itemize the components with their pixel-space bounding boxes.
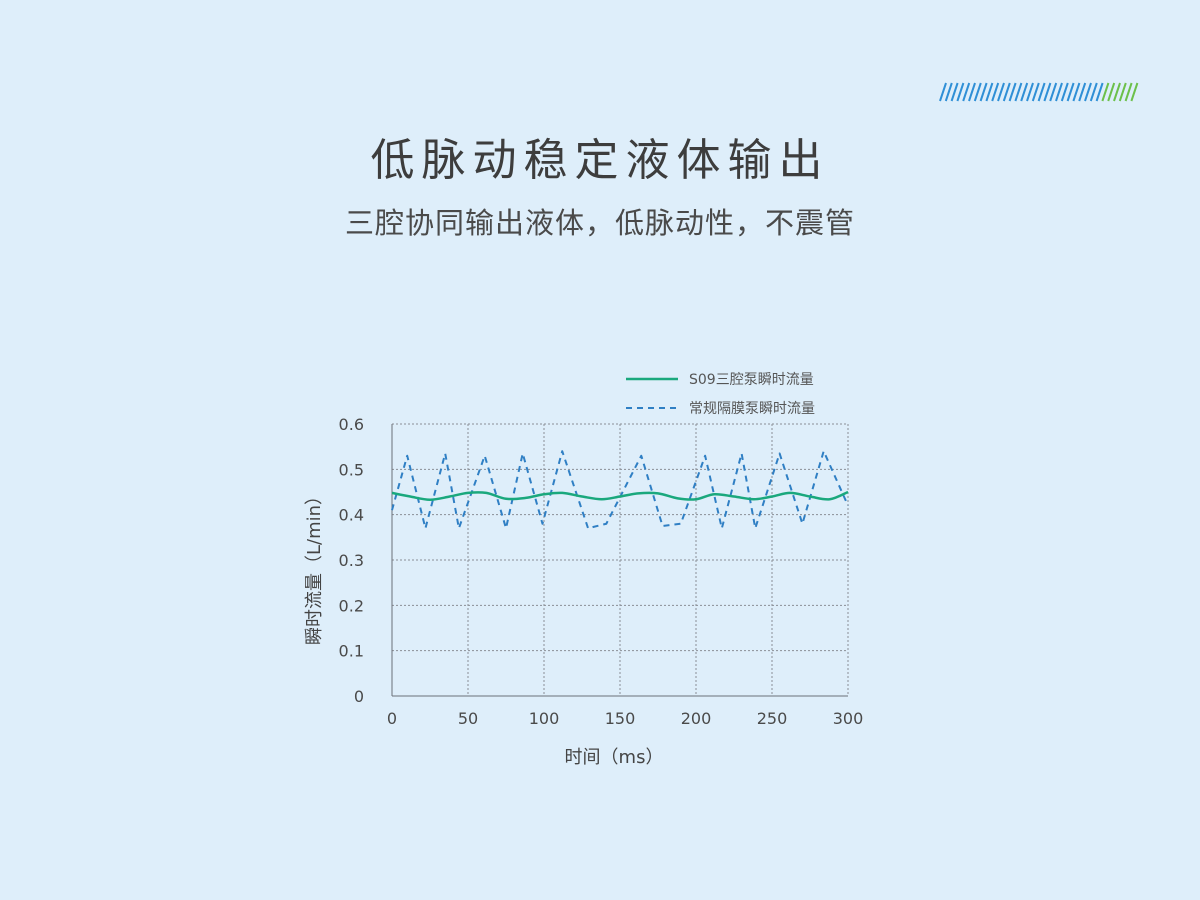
stripe-25 (1084, 82, 1092, 102)
x-tick-labels: 0 50 100 150 200 250 300 (387, 709, 863, 728)
stripe-22 (1066, 82, 1075, 102)
x-tick-100: 100 (529, 709, 560, 728)
stripe-16 (1031, 82, 1040, 102)
chart-series (391, 450, 849, 530)
stripe-28 (1101, 82, 1110, 102)
x-tick-50: 50 (458, 709, 478, 728)
x-tick-200: 200 (681, 709, 712, 728)
stripe-7 (979, 82, 988, 102)
stripe-15 (1026, 82, 1034, 102)
stripe-11 (1002, 82, 1011, 102)
y-tick-0.1: 0.1 (339, 642, 364, 661)
stripe-3 (956, 82, 965, 102)
series-line-conventional-diaphragm-pump (391, 450, 849, 530)
stripe-9 (991, 82, 1000, 102)
stripe-29 (1107, 82, 1116, 102)
stripe-18 (1043, 82, 1052, 102)
stripe-24 (1078, 82, 1087, 102)
stripe-4 (962, 82, 971, 102)
legend-solid-label: S09三腔泵瞬时流量 (689, 372, 814, 388)
chart-grid (392, 423, 849, 696)
y-tick-labels: 0 0.1 0.2 0.3 0.4 0.5 0.6 (339, 415, 364, 706)
y-tick-0.4: 0.4 (339, 506, 364, 525)
chart-axes (391, 424, 848, 697)
stripe-12 (1008, 82, 1017, 102)
y-tick-0.2: 0.2 (339, 596, 364, 615)
stripe-19 (1049, 82, 1058, 102)
stripe-14 (1020, 82, 1029, 102)
y-tick-0.6: 0.6 (339, 415, 364, 434)
stripe-27 (1095, 82, 1104, 102)
stripe-13 (1014, 82, 1023, 102)
y-tick-0: 0 (354, 687, 364, 706)
stripe-2 (950, 82, 959, 102)
series-line-s09-three-chamber-pump (391, 490, 849, 501)
stripe-6 (973, 82, 982, 102)
stripe-31 (1118, 82, 1127, 102)
y-tick-0.5: 0.5 (339, 460, 364, 479)
page-subtitle: 三腔协同输出液体，低脉动性，不震管 (344, 206, 855, 240)
stripe-10 (997, 82, 1005, 102)
stripe-32 (1124, 82, 1133, 102)
stripe-8 (985, 82, 994, 102)
chart-legend: S09三腔泵瞬时流量 常规隔膜泵瞬时流量 (626, 372, 815, 417)
stripe-0 (939, 82, 947, 102)
y-axis-label: 瞬时流量（L/min） (304, 487, 325, 645)
stripe-26 (1089, 82, 1098, 102)
stripe-20 (1055, 82, 1063, 102)
stripe-33 (1130, 82, 1139, 102)
legend-dashed-label: 常规隔膜泵瞬时流量 (689, 401, 815, 417)
stripe-30 (1113, 82, 1121, 102)
stripe-23 (1072, 82, 1081, 102)
x-tick-0: 0 (387, 709, 397, 728)
x-tick-150: 150 (605, 709, 636, 728)
page-title: 低脉动稳定液体输出 (370, 135, 830, 186)
x-axis-label: 时间（ms） (565, 747, 664, 768)
stripe-21 (1060, 82, 1069, 102)
x-tick-250: 250 (757, 709, 788, 728)
stripe-5 (968, 82, 976, 102)
stripe-17 (1037, 82, 1046, 102)
y-tick-0.3: 0.3 (339, 551, 364, 570)
x-tick-300: 300 (833, 709, 864, 728)
stripe-1 (944, 82, 953, 102)
decorative-stripes (939, 82, 1139, 102)
